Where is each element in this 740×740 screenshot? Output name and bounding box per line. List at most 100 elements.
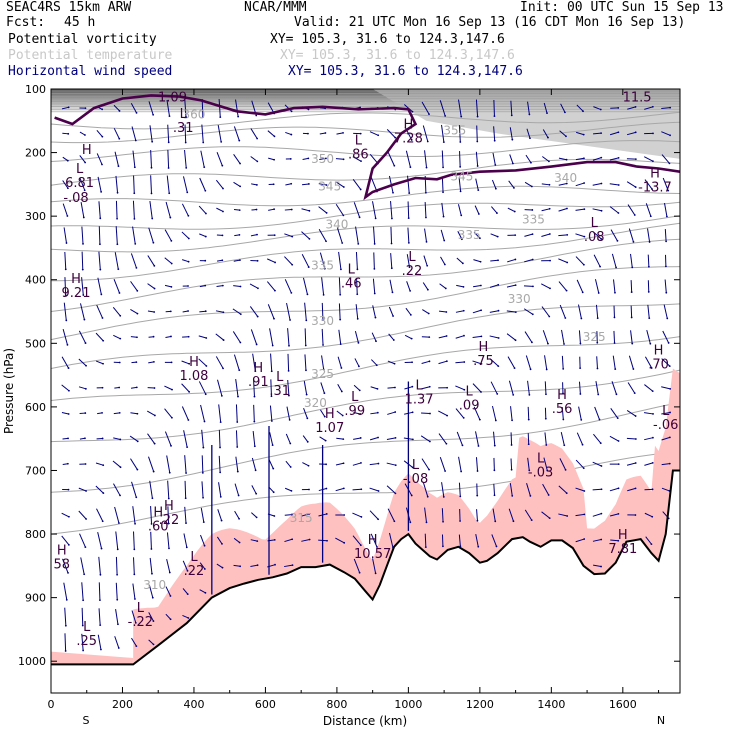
wind-vector (97, 176, 102, 192)
wind-arrowhead (444, 470, 446, 472)
wind-arrowhead (495, 545, 498, 548)
wind-arrowhead (101, 108, 104, 111)
wind-arrowhead (442, 496, 445, 498)
wind-arrowhead (67, 367, 70, 369)
theta-contour (51, 201, 680, 230)
wind-arrowhead (600, 156, 603, 159)
y-tick-label: 500 (25, 337, 46, 350)
wind-vector (576, 104, 584, 112)
wind-arrowhead (169, 310, 172, 313)
wind-vector (253, 404, 255, 422)
wind-arrowhead (308, 512, 311, 515)
wind-vector (216, 536, 223, 545)
wind-vector (647, 228, 651, 243)
wind-arrowhead (65, 242, 68, 244)
wind-vector (610, 229, 618, 242)
wind-arrowhead (185, 115, 187, 118)
wind-arrowhead (493, 139, 496, 142)
extremum-letter: H (153, 506, 163, 521)
wind-arrowhead (459, 520, 461, 522)
wind-vector (301, 513, 310, 517)
wind-arrowhead (118, 109, 121, 112)
extremum-letter: H (325, 407, 335, 422)
wind-arrowhead (340, 367, 343, 369)
theta-label: 325 (583, 330, 606, 344)
wind-vector (320, 382, 325, 394)
wind-vector (167, 480, 170, 499)
wind-vector (524, 181, 533, 187)
wind-arrowhead (325, 184, 328, 186)
wind-vector (62, 132, 69, 135)
wind-arrowhead (221, 259, 224, 262)
wind-arrowhead (84, 546, 87, 549)
wind-arrowhead (511, 138, 514, 141)
wind-arrowhead (150, 523, 153, 525)
extremum-letter: L (180, 107, 188, 122)
wind-vector (167, 124, 170, 143)
wind-arrowhead (187, 310, 189, 312)
theta-contour (51, 369, 680, 443)
wind-arrowhead (444, 114, 447, 117)
wind-arrowhead (580, 317, 583, 320)
wind-vector (541, 511, 550, 519)
wind-arrowhead (339, 343, 342, 346)
wind-vector (541, 233, 550, 237)
wind-arrowhead (272, 491, 275, 494)
wind-arrowhead (480, 335, 483, 338)
wind-vector (491, 179, 497, 189)
wind-arrowhead (565, 158, 568, 161)
wind-arrowhead (203, 166, 206, 169)
wind-arrowhead (325, 463, 328, 466)
wind-arrowhead (531, 258, 534, 261)
wind-arrowhead (564, 468, 567, 471)
theta-label: 340 (554, 171, 577, 185)
wind-arrowhead (187, 419, 190, 421)
wind-arrowhead (394, 437, 397, 439)
wind-vector (456, 431, 463, 446)
wind-arrowhead (153, 311, 156, 313)
wind-arrowhead (394, 386, 396, 389)
wind-arrowhead (308, 488, 310, 491)
wind-arrowhead (135, 111, 138, 114)
wind-vector (524, 509, 533, 521)
wind-vector (353, 412, 361, 415)
wind-vector (473, 231, 481, 239)
wind-vector (147, 433, 156, 444)
extremum-letter: L (662, 404, 670, 419)
wind-vector (200, 507, 205, 523)
wind-arrowhead (411, 411, 414, 414)
wind-arrowhead (617, 440, 620, 442)
wind-arrowhead (67, 187, 69, 190)
wind-vector (133, 557, 135, 575)
extremum-letter: L (348, 263, 356, 278)
wind-vector (148, 639, 154, 645)
pv-fill-region (51, 651, 134, 665)
wind-vector (476, 125, 478, 142)
wind-arrowhead (307, 464, 310, 467)
wind-arrowhead (424, 191, 427, 194)
wind-arrowhead (445, 335, 448, 337)
wind-vector (524, 331, 533, 343)
wind-vector (318, 228, 327, 242)
wind-vector (422, 309, 430, 314)
wind-arrowhead (256, 137, 259, 140)
wind-vector (370, 386, 378, 390)
wind-arrowhead (84, 437, 86, 440)
wind-vector (439, 283, 447, 289)
wind-arrowhead (290, 110, 293, 113)
wind-vector (115, 226, 118, 245)
wind-vector (286, 406, 291, 420)
wind-arrowhead (459, 190, 462, 193)
wind-arrowhead (273, 158, 276, 161)
wind-arrowhead (547, 342, 549, 345)
wind-arrowhead (322, 368, 325, 371)
wind-arrowhead (185, 546, 188, 549)
wind-vector (387, 386, 396, 389)
wind-arrowhead (665, 291, 668, 294)
field-xy-theta: XY= 105.3, 31.6 to 124.3,147.6 (280, 48, 515, 63)
wind-arrowhead (136, 468, 139, 471)
wind-arrowhead (547, 136, 549, 139)
wind-arrowhead (67, 106, 70, 109)
theta-label: 335 (522, 212, 545, 226)
wind-arrowhead (255, 516, 258, 519)
